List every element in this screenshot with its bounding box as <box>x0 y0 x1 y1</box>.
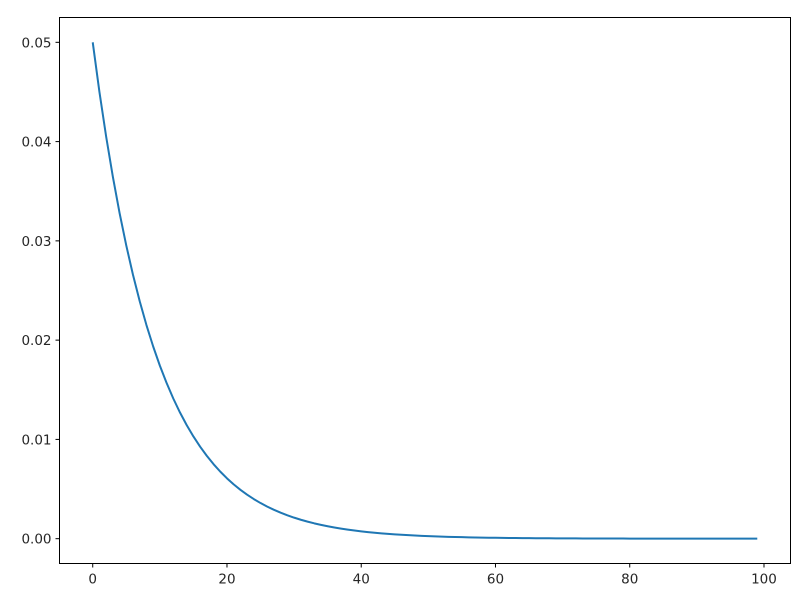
y-tick-label: 0.03 <box>21 234 51 250</box>
x-tick-label: 100 <box>751 572 777 588</box>
x-axis: 0 20 40 60 80 100 <box>88 563 777 588</box>
plot-frame <box>59 17 791 564</box>
x-tick-label: 20 <box>218 572 235 588</box>
y-tick-label: 0.04 <box>21 135 51 151</box>
y-tick-label: 0.01 <box>21 432 51 448</box>
y-tick-label: 0.00 <box>21 532 51 548</box>
y-tick-label: 0.02 <box>21 333 51 349</box>
x-tick-label: 0 <box>88 572 97 588</box>
x-tick-label: 60 <box>487 572 504 588</box>
x-tick-label: 80 <box>621 572 638 588</box>
series-line <box>91 42 758 540</box>
y-axis: 0.00 0.01 0.02 0.03 0.04 0.05 <box>21 35 60 548</box>
x-tick-label: 40 <box>353 572 370 588</box>
y-tick-label: 0.05 <box>21 35 51 51</box>
